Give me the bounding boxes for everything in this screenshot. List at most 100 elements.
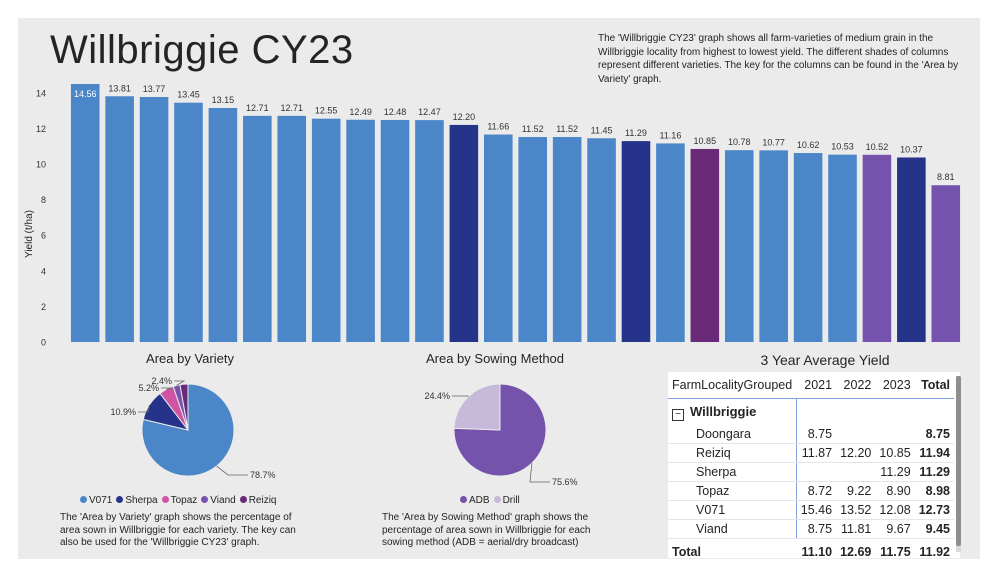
bar[interactable] bbox=[828, 154, 857, 342]
pie-leader-line bbox=[174, 380, 186, 386]
bar[interactable] bbox=[208, 108, 238, 342]
bar[interactable] bbox=[518, 137, 547, 342]
y-tick-label: 10 bbox=[36, 160, 46, 170]
column-header-total[interactable]: Total bbox=[914, 372, 954, 399]
bar-value-label: 11.45 bbox=[591, 125, 613, 135]
column-header-2023[interactable]: 2023 bbox=[875, 372, 915, 399]
legend-item[interactable]: V071 bbox=[80, 495, 112, 506]
legend-item[interactable]: ADB bbox=[460, 495, 490, 506]
bar-value-label: 11.66 bbox=[487, 122, 509, 132]
bar-value-label: 13.77 bbox=[143, 84, 166, 94]
legend-item[interactable]: Topaz bbox=[161, 495, 197, 506]
total-label: Total bbox=[668, 538, 797, 565]
y-tick-label: 12 bbox=[36, 124, 46, 134]
cell-2022: 11.81 bbox=[836, 519, 876, 539]
table-row: V071 15.46 13.52 12.08 12.73 bbox=[668, 500, 954, 520]
bar[interactable] bbox=[415, 120, 444, 342]
bar-value-label: 13.81 bbox=[108, 84, 131, 93]
bar[interactable] bbox=[621, 141, 651, 342]
legend-dot-icon bbox=[201, 496, 209, 503]
total-2021: 11.10 bbox=[796, 538, 837, 565]
bar[interactable] bbox=[793, 153, 823, 342]
cell-2021: 11.87 bbox=[796, 443, 837, 463]
bar[interactable] bbox=[139, 96, 169, 342]
row-label: Doongara bbox=[668, 425, 797, 444]
table-total-row: Total 11.10 12.69 11.75 11.92 bbox=[668, 538, 954, 565]
column-header-2021[interactable]: 2021 bbox=[796, 372, 837, 399]
yield-table-title: 3 Year Average Yield bbox=[760, 352, 890, 368]
bar[interactable] bbox=[311, 118, 341, 342]
area-by-variety-note: The 'Area by Variety' graph shows the pe… bbox=[60, 512, 296, 548]
bar[interactable] bbox=[862, 154, 892, 342]
bar[interactable] bbox=[346, 119, 375, 343]
bar-value-label: 12.55 bbox=[315, 106, 338, 116]
bar[interactable] bbox=[484, 134, 513, 342]
cell-2023: 10.85 bbox=[875, 443, 915, 463]
area-by-variety-pie: 78.7% 10.9% 5.2%2.4% bbox=[110, 376, 276, 480]
pie-leader-line bbox=[216, 465, 248, 476]
bar-value-label: 12.20 bbox=[453, 112, 476, 122]
cell-2023: 11.29 bbox=[875, 462, 915, 482]
cell-total: 8.75 bbox=[914, 425, 954, 444]
bar[interactable] bbox=[587, 138, 616, 342]
bar[interactable] bbox=[70, 84, 100, 343]
column-header-2022[interactable]: 2022 bbox=[836, 372, 876, 399]
pie-slice-label: 24.4% bbox=[424, 391, 450, 401]
pie-slice-label: 78.7% bbox=[250, 470, 276, 480]
y-tick-label: 2 bbox=[41, 302, 46, 312]
bar-value-label: 12.48 bbox=[384, 107, 407, 117]
locality-group-cell: − Willbriggie bbox=[668, 398, 797, 425]
bar[interactable] bbox=[690, 148, 720, 342]
legend-item[interactable]: Viand bbox=[201, 495, 236, 506]
legend-item[interactable]: Sherpa bbox=[116, 495, 158, 506]
row-label: Topaz bbox=[668, 481, 797, 501]
legend-item[interactable]: Drill bbox=[493, 495, 520, 506]
collapse-icon[interactable]: − bbox=[672, 408, 684, 421]
legend-label: ADB bbox=[469, 495, 490, 506]
bar[interactable] bbox=[656, 143, 685, 342]
table-scrollbar-thumb[interactable] bbox=[956, 376, 961, 546]
bar[interactable] bbox=[277, 115, 307, 342]
pie-slice[interactable] bbox=[179, 383, 189, 431]
area-by-variety-legend: V071 Sherpa Topaz Viand Reiziq bbox=[80, 495, 320, 508]
legend-dot-icon bbox=[80, 496, 87, 503]
bar[interactable] bbox=[449, 124, 479, 342]
legend-dot-icon bbox=[116, 496, 124, 503]
legend-label: V071 bbox=[89, 495, 113, 506]
bar[interactable] bbox=[897, 157, 926, 342]
column-header-locality[interactable]: FarmLocalityGrouped bbox=[668, 372, 797, 399]
bar-value-label: 10.52 bbox=[866, 142, 889, 152]
bar[interactable] bbox=[724, 150, 754, 342]
bar-value-label: 11.16 bbox=[659, 130, 681, 140]
bar[interactable] bbox=[243, 115, 272, 342]
pie-slice[interactable] bbox=[453, 383, 501, 431]
bar-value-label: 12.71 bbox=[280, 103, 303, 113]
table-scrollbar[interactable] bbox=[956, 376, 961, 552]
pie-leader-line bbox=[452, 395, 469, 397]
legend-dot-icon bbox=[460, 496, 467, 503]
bar[interactable] bbox=[105, 96, 134, 342]
total-overall: 11.92 bbox=[914, 538, 954, 565]
cell-total: 11.94 bbox=[914, 443, 954, 463]
legend-item[interactable]: Reiziq bbox=[239, 495, 277, 506]
cell-2021: 8.72 bbox=[796, 481, 837, 501]
bar-value-label: 10.37 bbox=[900, 144, 923, 154]
pie-leader-line bbox=[161, 387, 174, 390]
legend-dot-icon bbox=[493, 496, 501, 503]
legend-label: Drill bbox=[502, 495, 520, 506]
bar-value-label: 11.52 bbox=[522, 124, 544, 134]
bar[interactable] bbox=[174, 102, 203, 342]
bar[interactable] bbox=[759, 150, 788, 342]
row-label: Sherpa bbox=[668, 462, 797, 482]
bar[interactable] bbox=[931, 185, 961, 342]
bar-value-label: 12.71 bbox=[246, 103, 269, 113]
cell-2022 bbox=[836, 462, 876, 482]
bar-value-label: 14.56 bbox=[74, 89, 97, 99]
cell-2021: 8.75 bbox=[796, 425, 837, 444]
bar[interactable] bbox=[380, 119, 410, 342]
cell-total: 12.73 bbox=[914, 500, 954, 520]
bar-value-label: 13.15 bbox=[212, 95, 235, 105]
pie-leader-line bbox=[529, 463, 550, 483]
y-tick-label: 14 bbox=[36, 88, 46, 98]
bar[interactable] bbox=[552, 137, 582, 342]
